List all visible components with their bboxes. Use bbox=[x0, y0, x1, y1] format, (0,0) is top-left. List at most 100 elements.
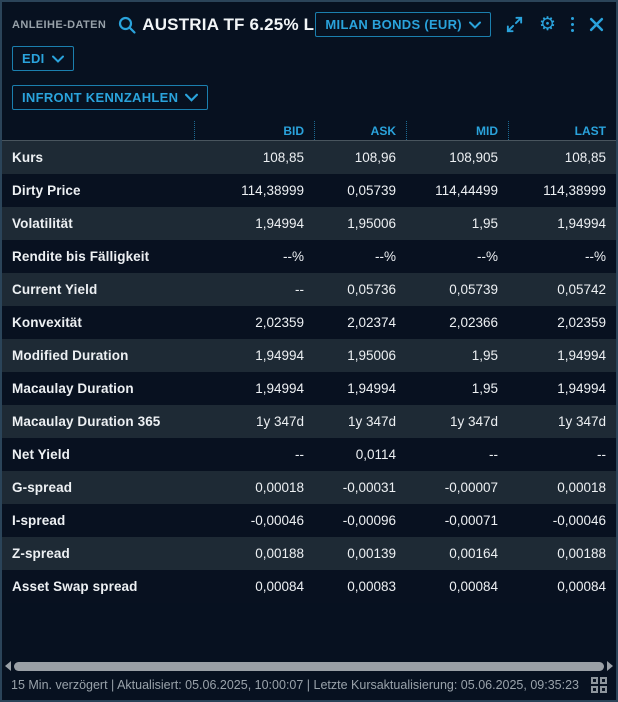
edi-dropdown[interactable]: EDI bbox=[12, 46, 74, 71]
row-label: G-spread bbox=[12, 480, 73, 495]
row-label: Konvexität bbox=[12, 315, 83, 330]
instrument-search-input[interactable]: AUSTRIA TF 6.25% L bbox=[142, 14, 315, 34]
cell-mid: --% bbox=[477, 249, 498, 264]
cell-bid: 0,00018 bbox=[255, 480, 304, 495]
table-row[interactable]: Asset Swap spread 0,00084 0,00083 0,00084 0,… bbox=[2, 570, 616, 603]
cell-last: 1,94994 bbox=[557, 381, 606, 396]
cell-bid: 0,00084 bbox=[255, 579, 304, 594]
cell-mid: 0,05739 bbox=[449, 282, 498, 297]
cell-last: 1,94994 bbox=[557, 348, 606, 363]
cell-mid: 1,95 bbox=[471, 381, 498, 396]
cell-mid: -0,00007 bbox=[444, 480, 498, 495]
expand-arrows-icon[interactable] bbox=[505, 15, 524, 34]
cell-last: --% bbox=[585, 249, 606, 264]
cell-ask: 108,96 bbox=[354, 150, 396, 165]
table-row[interactable]: Z-spread 0,00188 0,00139 0,00164 0,00188 bbox=[2, 537, 616, 570]
table-row[interactable]: Current Yield -- 0,05736 0,05739 0,05742 bbox=[2, 273, 616, 306]
cell-last: 108,85 bbox=[564, 150, 606, 165]
column-header-mid[interactable]: MID bbox=[406, 121, 508, 140]
kennzahlen-dropdown[interactable]: INFRONT KENNZAHLEN bbox=[12, 85, 209, 110]
column-header-bid[interactable]: BID bbox=[194, 121, 314, 140]
search-icon[interactable] bbox=[117, 15, 137, 35]
chevron-down-icon bbox=[468, 21, 481, 29]
row-label: Macaulay Duration 365 bbox=[12, 414, 161, 429]
row-label: Rendite bis Fälligkeit bbox=[12, 249, 150, 264]
scroll-right-arrow-icon[interactable] bbox=[607, 661, 613, 671]
cell-mid: 1y 347d bbox=[449, 414, 498, 429]
cell-mid: 2,02366 bbox=[449, 315, 498, 330]
cell-ask: --% bbox=[375, 249, 396, 264]
scrollbar-thumb[interactable] bbox=[14, 661, 604, 671]
chevron-down-icon bbox=[51, 55, 64, 63]
table-row[interactable]: Kurs 108,85 108,96 108,905 108,85 bbox=[2, 141, 616, 174]
table-row[interactable]: Modified Duration 1,94994 1,95006 1,95 1,949… bbox=[2, 339, 616, 372]
cell-bid: -0,00046 bbox=[250, 513, 304, 528]
cell-bid: 0,00188 bbox=[255, 546, 304, 561]
table-body: Kurs 108,85 108,96 108,905 108,85 Dirty Price… bbox=[2, 141, 616, 603]
cell-mid: -- bbox=[489, 447, 498, 462]
column-header-ask[interactable]: ASK bbox=[314, 121, 406, 140]
kebab-menu-icon[interactable] bbox=[571, 17, 574, 32]
cell-last: 0,00084 bbox=[557, 579, 606, 594]
horizontal-scrollbar[interactable] bbox=[2, 658, 616, 674]
cell-ask: -0,00031 bbox=[342, 480, 396, 495]
row-label: Modified Duration bbox=[12, 348, 129, 363]
table-row[interactable]: Volatilität 1,94994 1,95006 1,95 1,94994 bbox=[2, 207, 616, 240]
cell-last: 1y 347d bbox=[557, 414, 606, 429]
table-row[interactable]: G-spread 0,00018 -0,00031 -0,00007 0,00018 bbox=[2, 471, 616, 504]
row-label: I-spread bbox=[12, 513, 66, 528]
cell-bid: --% bbox=[283, 249, 304, 264]
cell-ask: 0,00139 bbox=[347, 546, 396, 561]
kennzahlen-toolbar-row: INFRONT KENNZAHLEN bbox=[2, 71, 616, 110]
cell-last: 0,00188 bbox=[557, 546, 606, 561]
cell-ask: 1y 347d bbox=[347, 414, 396, 429]
table-row[interactable]: Rendite bis Fälligkeit --% --% --% --% bbox=[2, 240, 616, 273]
cell-mid: 114,44499 bbox=[435, 183, 498, 198]
cell-mid: 0,00084 bbox=[449, 579, 498, 594]
cell-bid: -- bbox=[295, 447, 304, 462]
cell-last: -0,00046 bbox=[552, 513, 606, 528]
cell-ask: 1,94994 bbox=[347, 381, 396, 396]
cell-bid: 108,85 bbox=[262, 150, 304, 165]
table-row[interactable]: Konvexität 2,02359 2,02374 2,02366 2,02359 bbox=[2, 306, 616, 339]
table-row[interactable]: Macaulay Duration 365 1y 347d 1y 347d 1y 34… bbox=[2, 405, 616, 438]
cell-ask: 1,95006 bbox=[347, 216, 396, 231]
cell-bid: 1y 347d bbox=[255, 414, 304, 429]
table-row[interactable]: Net Yield -- 0,0114 -- -- bbox=[2, 438, 616, 471]
cell-ask: -0,00096 bbox=[342, 513, 396, 528]
grid-layout-icon[interactable] bbox=[591, 677, 607, 693]
cell-bid: 1,94994 bbox=[255, 348, 304, 363]
cell-bid: 2,02359 bbox=[255, 315, 304, 330]
cell-ask: 0,0114 bbox=[355, 447, 396, 462]
feed-selector-dropdown[interactable]: MILAN BONDS (EUR) bbox=[315, 12, 491, 37]
row-label: Volatilität bbox=[12, 216, 73, 231]
cell-mid: -0,00071 bbox=[444, 513, 498, 528]
cell-last: 0,00018 bbox=[557, 480, 606, 495]
gear-icon[interactable]: ⚙ bbox=[538, 14, 556, 35]
table-header-row: BID ASK MID LAST bbox=[2, 121, 616, 141]
row-label: Net Yield bbox=[12, 447, 70, 462]
edi-toolbar-row: EDI bbox=[2, 39, 616, 71]
row-label: Dirty Price bbox=[12, 183, 81, 198]
cell-ask: 0,05739 bbox=[347, 183, 396, 198]
empty-area bbox=[2, 603, 616, 658]
cell-mid: 0,00164 bbox=[449, 546, 498, 561]
label-column-header bbox=[2, 121, 194, 140]
scroll-left-arrow-icon[interactable] bbox=[5, 661, 11, 671]
table-row[interactable]: I-spread -0,00046 -0,00096 -0,00071 -0,00046 bbox=[2, 504, 616, 537]
edi-dropdown-label: EDI bbox=[22, 51, 45, 66]
table-row[interactable]: Macaulay Duration 1,94994 1,94994 1,95 1,949… bbox=[2, 372, 616, 405]
status-bar: 15 Min. verzögert | Aktualisiert: 05.06.… bbox=[2, 674, 616, 700]
titlebar: ANLEIHE-DATEN AUSTRIA TF 6.25% L MILAN B… bbox=[2, 2, 616, 39]
cell-last: 2,02359 bbox=[557, 315, 606, 330]
cell-ask: 0,00083 bbox=[347, 579, 396, 594]
row-label: Macaulay Duration bbox=[12, 381, 134, 396]
cell-ask: 0,05736 bbox=[347, 282, 396, 297]
cell-last: 0,05742 bbox=[557, 282, 606, 297]
feed-selector-label: MILAN BONDS (EUR) bbox=[325, 17, 462, 32]
table-row[interactable]: Dirty Price 114,38999 0,05739 114,44499 114,… bbox=[2, 174, 616, 207]
close-icon[interactable] bbox=[589, 17, 604, 32]
column-header-last[interactable]: LAST bbox=[508, 121, 616, 140]
cell-mid: 1,95 bbox=[471, 348, 498, 363]
